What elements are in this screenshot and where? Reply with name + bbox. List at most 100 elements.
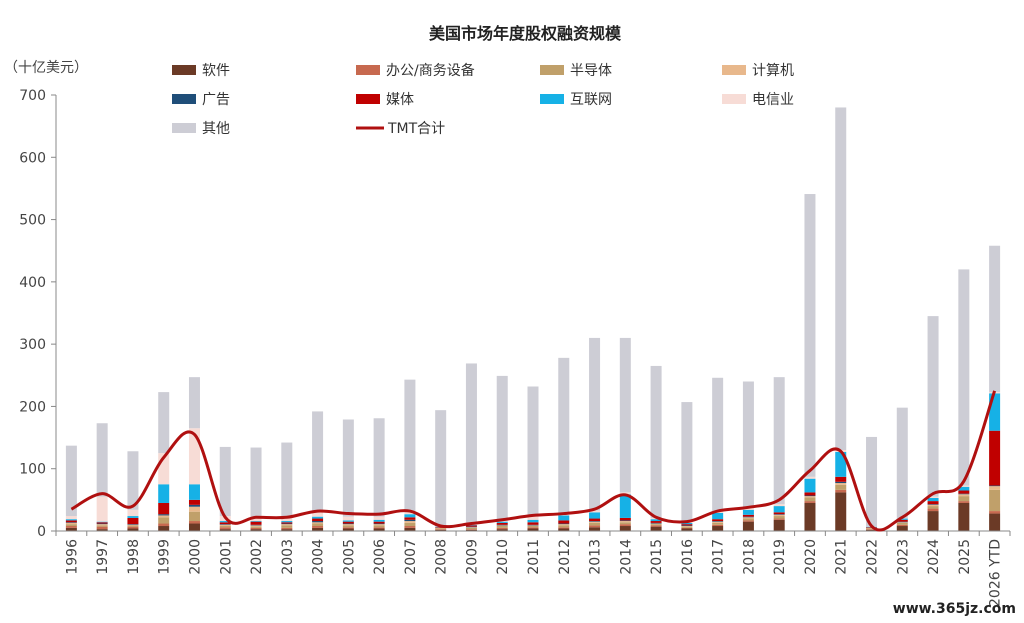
bar-segment: [342, 523, 354, 525]
bar-segment: [650, 526, 662, 531]
bar-segment: [435, 528, 447, 530]
bar-segment: [742, 517, 754, 519]
bar-segment: [96, 529, 108, 531]
bar-segment: [435, 527, 447, 528]
bar-segment: [65, 526, 77, 528]
bar-segment: [896, 526, 908, 531]
bar-segment: [404, 521, 416, 523]
bar-segment: [527, 525, 539, 527]
x-tick-label: 1998: [126, 539, 142, 575]
bar-segment: [404, 527, 416, 531]
bar-segment: [219, 529, 231, 531]
bar-segment: [127, 451, 139, 510]
bar-segment: [773, 506, 785, 513]
x-tick-label: 2010: [495, 539, 511, 575]
bar-segment: [496, 524, 508, 526]
bar-segment: [804, 502, 816, 531]
bar-segment: [312, 526, 324, 528]
bar-segment: [496, 375, 508, 520]
x-tick-label: 2020: [803, 539, 819, 575]
bar-segment: [65, 522, 77, 525]
bar-segment: [465, 524, 477, 526]
x-tick-label: 2025: [957, 539, 973, 575]
bar-segment: [558, 525, 570, 528]
bar-segment: [527, 522, 539, 525]
bar-segment: [65, 445, 77, 517]
bar-segment: [989, 489, 1001, 512]
bar-segment: [127, 516, 139, 518]
bar-segment: [435, 527, 447, 529]
bar-segment: [496, 521, 508, 523]
bar-segment: [404, 526, 416, 528]
y-tick-label: 700: [19, 88, 46, 104]
bar-segment: [927, 504, 939, 507]
bar-segment: [742, 520, 754, 522]
bar-segment: [465, 527, 477, 530]
bar-segment: [589, 521, 601, 522]
bar-segment: [250, 527, 262, 530]
x-tick-label: 2022: [865, 539, 881, 575]
y-tick-label: 300: [19, 337, 46, 353]
bar-segment: [404, 511, 416, 515]
legend-swatch: [172, 123, 196, 133]
bar-segment: [188, 484, 200, 500]
y-tick-label: 600: [19, 150, 46, 166]
bar-segment: [527, 527, 539, 529]
bar-segment: [127, 524, 139, 525]
bar-segment: [188, 523, 200, 531]
bar-segment: [712, 521, 724, 523]
bar-segment: [188, 521, 200, 524]
bar-segment: [712, 524, 724, 527]
tmt-total-line: [70, 390, 997, 532]
bar-segment: [589, 512, 601, 519]
bar-segment: [742, 518, 754, 521]
bar-segment: [742, 509, 754, 515]
bar-segment: [619, 521, 631, 523]
bar-segment: [250, 524, 262, 526]
watermark-text: www.365jz.com: [892, 601, 1016, 617]
bar-segment: [465, 363, 477, 524]
x-tick-label: 2007: [403, 539, 419, 575]
bar-segment: [127, 509, 139, 517]
bar-segment: [619, 526, 631, 531]
bar-segment: [589, 518, 601, 522]
bar-segment: [281, 523, 293, 525]
x-tick-label: 2009: [464, 539, 480, 575]
bar-segment: [558, 527, 570, 529]
x-tick-label: 2016: [680, 539, 696, 575]
bar-segment: [188, 377, 200, 429]
legend-swatch: [356, 65, 380, 75]
bar-segment: [558, 520, 570, 524]
bar-segment: [65, 516, 77, 520]
bar-segment: [804, 194, 816, 477]
bar-segment: [281, 529, 293, 531]
bar-segment: [989, 513, 1001, 531]
y-tick-label: 200: [19, 399, 46, 415]
y-axis: 0 100 200 300 400 500 600 700: [19, 88, 57, 540]
x-tick-label: 2012: [557, 539, 573, 575]
bar-segment: [188, 504, 200, 507]
bar-segment: [342, 419, 354, 517]
bar-segment: [589, 527, 601, 531]
bar-segment: [589, 337, 601, 511]
bar-segment: [527, 516, 539, 520]
bar-segment: [866, 527, 878, 529]
bar-segment: [158, 515, 170, 518]
bar-segment: [373, 528, 385, 531]
bar-segment: [804, 497, 816, 502]
bar-segment: [496, 529, 508, 531]
bar-segment: [681, 526, 693, 528]
bar-segment: [958, 502, 970, 531]
legend-label: 其他: [202, 121, 230, 137]
y-tick-label: 500: [19, 213, 46, 229]
bar-segment: [96, 522, 108, 524]
bar-segment: [219, 524, 231, 525]
bar-segment: [712, 521, 724, 522]
bar-segment: [835, 476, 847, 482]
bar-segment: [219, 524, 231, 527]
bar-segment: [835, 451, 847, 477]
bar-segment: [158, 453, 170, 485]
bar-segment: [558, 515, 570, 521]
x-tick-label: 2008: [434, 539, 450, 575]
